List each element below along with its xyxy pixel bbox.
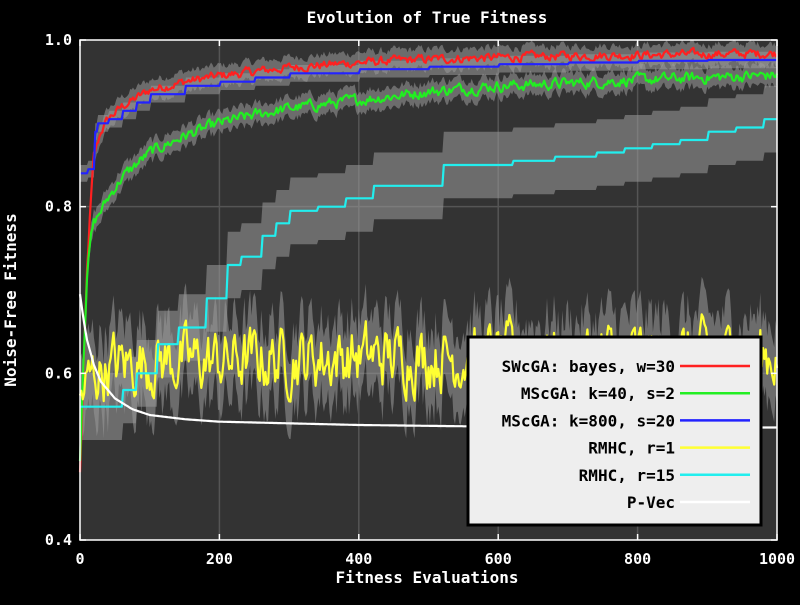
x-axis-label: Fitness Evaluations: [335, 568, 518, 587]
legend-label-p-vec: P-Vec: [627, 493, 675, 512]
legend-label-swcga-bayes-w-30: SWcGA: bayes, w=30: [502, 357, 675, 376]
x-tick-label: 400: [345, 550, 372, 568]
series-line-mscga-k-800-s-20: [80, 58, 777, 175]
x-tick-label: 0: [75, 550, 84, 568]
x-tick-label: 600: [485, 550, 512, 568]
series-line-rmhc-r-15: [80, 118, 777, 408]
legend: SWcGA: bayes, w=30 MScGA: k=40, s=2 MScGA:…: [466, 335, 763, 527]
band-mscga-k-800-s-20: [80, 51, 777, 182]
band-rmhc-r-1: [80, 276, 777, 440]
series-line-mscga-k-40-s-2: [78, 70, 779, 462]
legend-label-mscga-k-800-s-20: MScGA: k=800, s=20: [502, 411, 675, 430]
legend-box: [466, 335, 763, 527]
legend-label-rmhc-r-1: RMHC, r=1: [588, 439, 675, 458]
legend-label-mscga-k-40-s-2: MScGA: k=40, s=2: [521, 384, 675, 403]
plot-frame: [79, 39, 778, 541]
x-tick-label: 1000: [759, 550, 795, 568]
series-line-swcga-bayes-w-30: [78, 46, 778, 473]
y-tick-label: 0.8: [45, 198, 72, 216]
legend-label-rmhc-r-15: RMHC, r=15: [579, 466, 675, 485]
band-swcga-bayes-w-30: [80, 40, 777, 483]
x-tick-label: 800: [624, 550, 651, 568]
band-rmhc-r-15: [80, 85, 777, 441]
x-tick-label: 200: [206, 550, 233, 568]
chart-title: Evolution of True Fitness: [307, 8, 548, 27]
series-lines: [78, 46, 779, 473]
y-axis-label: Noise-Free Fitness: [1, 213, 20, 386]
y-tick-label: 1.0: [45, 31, 72, 49]
variance-bands: [80, 40, 777, 483]
axis-ticks: 0 200 400 600 800 1000 0.4 0.6 0.8 1.0: [45, 31, 795, 568]
y-tick-label: 0.4: [45, 531, 72, 549]
y-tick-label: 0.6: [45, 364, 72, 382]
